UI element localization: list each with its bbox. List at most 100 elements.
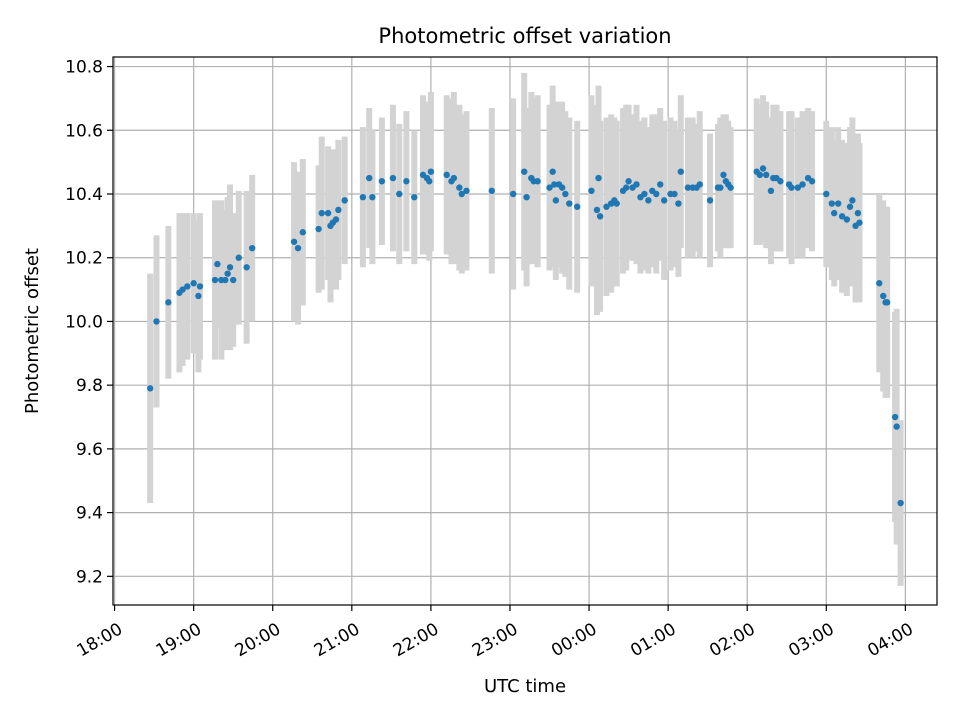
data-point <box>396 190 403 198</box>
data-point <box>366 174 373 182</box>
data-point <box>243 264 250 271</box>
y-tick-label: 10.8 <box>65 58 103 78</box>
data-point <box>720 171 727 179</box>
data-point <box>335 206 342 214</box>
data-point <box>450 174 458 182</box>
data-point <box>184 283 191 290</box>
data-point <box>488 187 495 195</box>
data-point <box>146 385 154 392</box>
data-point <box>696 181 703 188</box>
data-point <box>456 184 463 191</box>
data-point <box>834 200 842 207</box>
data-point <box>523 193 530 201</box>
data-point <box>558 184 566 191</box>
data-point <box>846 203 854 210</box>
data-point <box>324 209 332 217</box>
data-point <box>671 190 678 198</box>
data-point <box>828 200 836 207</box>
data-point <box>830 209 838 217</box>
data-point <box>248 244 256 252</box>
data-point <box>677 168 684 175</box>
data-point <box>854 209 862 217</box>
chart-title: Photometric offset variation <box>378 24 671 48</box>
data-point <box>566 200 573 207</box>
data-point <box>794 184 802 191</box>
data-point <box>897 499 904 507</box>
data-point <box>521 168 528 175</box>
data-point <box>359 193 367 201</box>
data-point <box>596 213 604 220</box>
data-point <box>788 184 795 191</box>
data-point <box>463 187 470 195</box>
data-point <box>823 190 830 198</box>
y-tick-label: 10.6 <box>65 121 103 141</box>
data-point <box>727 184 734 191</box>
data-point <box>613 200 620 207</box>
data-point <box>458 190 465 198</box>
data-point <box>645 197 652 204</box>
data-point <box>657 181 664 188</box>
data-point <box>843 216 851 223</box>
x-axis-label: UTC time <box>484 676 566 697</box>
data-point <box>534 178 541 185</box>
data-point <box>551 181 558 188</box>
data-point <box>880 292 887 300</box>
data-point <box>684 184 692 191</box>
data-point <box>552 197 560 204</box>
data-point <box>593 206 601 214</box>
data-point <box>214 260 221 268</box>
data-point <box>332 216 340 223</box>
data-point <box>838 213 846 220</box>
data-point <box>443 171 450 179</box>
y-tick-label: 10.2 <box>65 249 103 269</box>
data-point <box>706 197 714 204</box>
data-point <box>403 178 410 185</box>
data-point <box>573 203 581 210</box>
data-point <box>625 178 632 185</box>
data-point <box>224 270 231 277</box>
data-point <box>195 292 202 300</box>
data-point <box>660 197 668 204</box>
y-tick-label: 9.8 <box>76 376 103 396</box>
data-point <box>633 181 640 188</box>
data-point <box>623 184 630 191</box>
data-point <box>369 193 376 201</box>
data-point <box>222 276 229 284</box>
data-point <box>856 219 863 226</box>
data-point <box>893 423 900 430</box>
data-point <box>546 184 553 191</box>
data-point <box>290 238 298 245</box>
data-point <box>318 209 325 217</box>
data-point <box>891 413 899 421</box>
data-points <box>146 165 904 507</box>
data-point <box>595 174 602 182</box>
data-point <box>641 190 648 198</box>
data-point <box>849 197 856 204</box>
data-point <box>235 254 242 261</box>
data-point <box>762 171 770 179</box>
y-tick-label: 10.4 <box>65 185 103 205</box>
data-point <box>153 318 160 325</box>
data-point <box>426 178 433 185</box>
data-point <box>675 200 682 207</box>
data-point <box>509 190 517 198</box>
data-point <box>756 171 764 179</box>
data-point <box>315 225 322 233</box>
y-tick-label: 9.4 <box>76 504 103 524</box>
data-point <box>179 286 186 293</box>
data-point <box>190 280 197 287</box>
y-axis: 9.2 9.4 9.6 9.8 10.0 10.2 10.4 10.6 10.8 <box>65 58 113 587</box>
data-point <box>767 187 775 195</box>
data-point <box>653 190 660 198</box>
plot-frame <box>112 56 938 606</box>
data-point <box>603 203 610 210</box>
data-point <box>411 193 418 201</box>
data-point <box>341 197 348 204</box>
data-point <box>759 165 767 172</box>
data-point <box>378 178 386 185</box>
data-point <box>883 299 891 306</box>
data-point <box>777 178 784 185</box>
data-point <box>427 168 435 175</box>
